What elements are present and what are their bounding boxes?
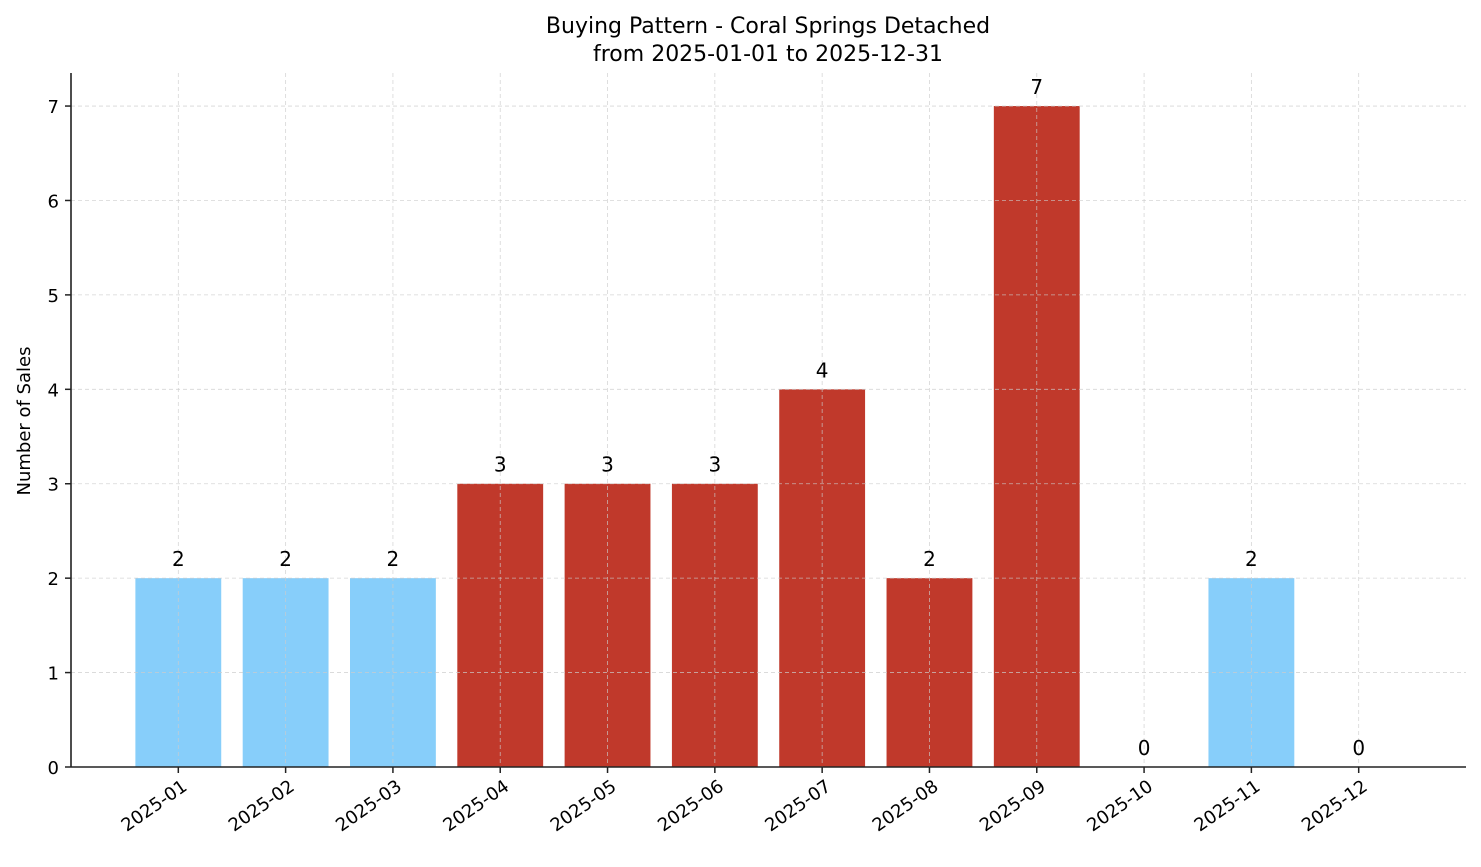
data-label: 2 xyxy=(923,547,936,571)
x-tick-label: 2025-04 xyxy=(439,776,513,836)
x-tick-label: 2025-03 xyxy=(332,776,406,836)
data-label: 0 xyxy=(1138,736,1151,760)
y-axis-label: Number of Sales xyxy=(14,346,35,495)
data-label: 3 xyxy=(494,453,507,477)
x-tick-label: 2025-09 xyxy=(976,776,1050,836)
x-tick-label: 2025-10 xyxy=(1083,776,1157,836)
y-tick-label: 0 xyxy=(48,758,59,779)
y-tick-label: 3 xyxy=(48,475,59,496)
y-tick-label: 6 xyxy=(48,191,59,212)
data-label: 3 xyxy=(708,453,721,477)
x-tick-label: 2025-05 xyxy=(547,776,621,836)
x-tick-label: 2025-12 xyxy=(1298,776,1372,836)
data-label: 3 xyxy=(601,453,614,477)
chart-subtitle: from 2025-01-01 to 2025-12-31 xyxy=(593,42,943,67)
data-label: 4 xyxy=(816,358,829,382)
x-tick-label: 2025-07 xyxy=(761,776,835,836)
data-label: 2 xyxy=(172,547,185,571)
x-tick-label: 2025-11 xyxy=(1191,776,1265,836)
x-tick-label: 2025-08 xyxy=(869,776,943,836)
x-tick-label: 2025-02 xyxy=(225,776,299,836)
data-label: 2 xyxy=(387,547,400,571)
data-label: 0 xyxy=(1352,736,1365,760)
y-tick-label: 4 xyxy=(48,380,59,401)
y-tick-label: 1 xyxy=(48,664,59,685)
data-label: 2 xyxy=(1245,547,1258,571)
x-tick-label: 2025-01 xyxy=(118,776,192,836)
data-label: 2 xyxy=(279,547,292,571)
x-tick-label: 2025-06 xyxy=(654,776,728,836)
bar-2025-09 xyxy=(993,106,1080,768)
y-tick-label: 7 xyxy=(48,97,59,118)
y-tick-label: 2 xyxy=(48,569,59,590)
chart-title: Buying Pattern - Coral Springs Detached xyxy=(546,14,990,39)
data-label: 7 xyxy=(1030,75,1043,99)
y-tick-label: 5 xyxy=(48,286,59,307)
